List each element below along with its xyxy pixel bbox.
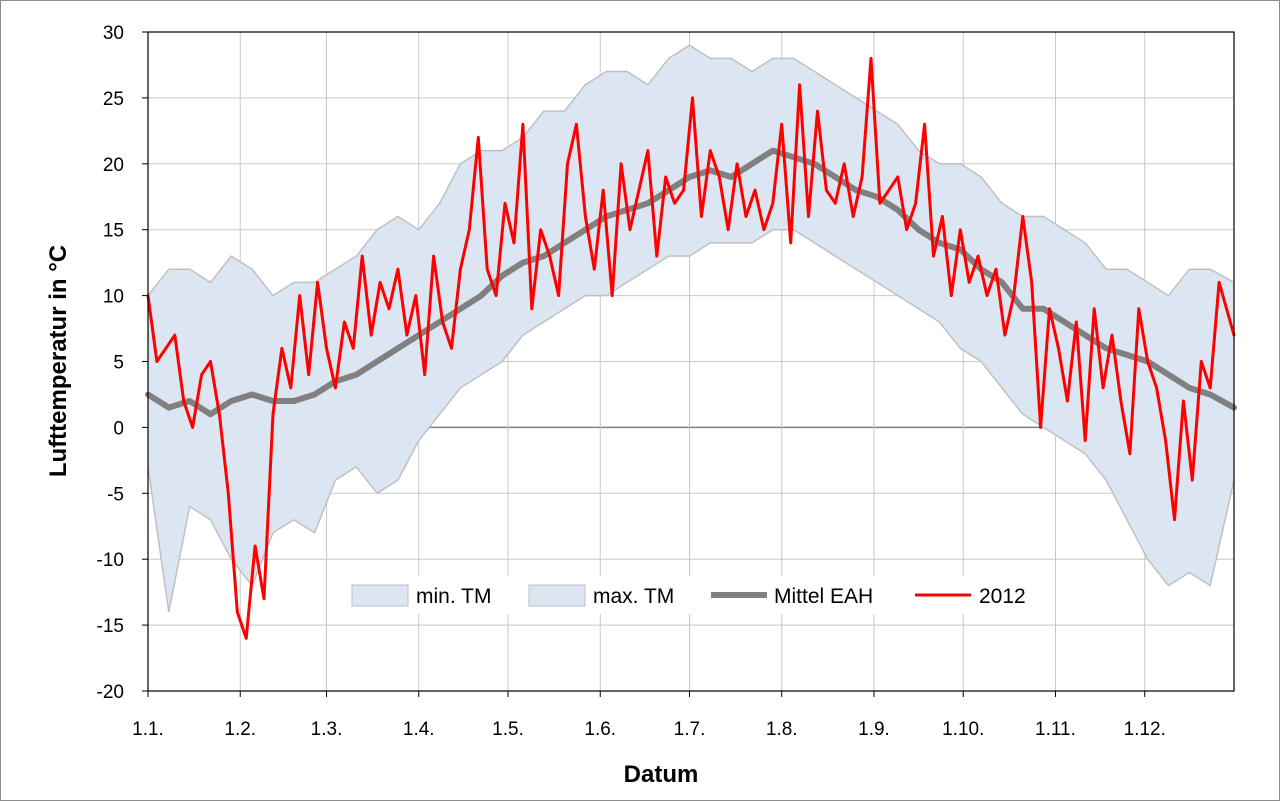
y-tick-label: 20	[103, 155, 124, 176]
x-tick-label: 1.7.	[674, 719, 706, 740]
series-max-tm-edge	[147, 44, 1235, 297]
legend-label-min: min. TM	[416, 585, 491, 608]
y-tick-label: 25	[103, 89, 124, 110]
legend-swatch-max	[528, 584, 586, 607]
line-layer	[145, 56, 1237, 640]
legend-label-max: max. TM	[593, 585, 674, 608]
x-tick-label: 1.12.	[1124, 719, 1166, 740]
x-tick-label: 1.9.	[858, 719, 890, 740]
x-axis-title: Datum	[624, 761, 699, 788]
y-tick-label: -5	[107, 484, 124, 505]
min-max-band	[148, 45, 1234, 612]
x-tick-label: 1.5.	[492, 719, 524, 740]
x-tick-label: 1.11.	[1035, 719, 1076, 740]
legend: min. TM max. TM Mittel EAH 2012	[341, 576, 1041, 614]
y-tick-label: -20	[97, 682, 124, 703]
x-tick-labels: 1.1. 1.2. 1.3. 1.4. 1.5. 1.6. 1.7. 1.8. 1.9. 1.10…	[132, 719, 1166, 740]
y-tick-labels: -20 -15 -10 -5 0 5 10 15 20 25 30	[97, 23, 124, 703]
y-tick-label: 5	[113, 353, 124, 374]
x-tick-label: 1.3.	[311, 719, 343, 740]
x-tick-label: 1.6.	[584, 719, 616, 740]
y-tick-label: -10	[97, 550, 124, 571]
legend-label-2012: 2012	[979, 585, 1026, 608]
legend-swatch-min	[351, 584, 409, 607]
y-tick-label: -15	[97, 616, 124, 637]
series-2012-line	[146, 56, 1236, 640]
plot-border	[147, 31, 1235, 692]
y-tick-label: 30	[103, 23, 124, 44]
x-tick-label: 1.10.	[942, 719, 984, 740]
x-tick-label: 1.2.	[224, 719, 256, 740]
y-axis-title: Lufttemperatur in °C	[45, 245, 72, 477]
y-tick-label: 0	[113, 418, 124, 439]
x-tick-label: 1.4.	[403, 719, 435, 740]
x-tick-label: 1.1.	[132, 719, 164, 740]
legend-label-mean: Mittel EAH	[774, 585, 873, 608]
y-tick-label: 15	[103, 221, 124, 242]
x-tick-label: 1.8.	[766, 719, 798, 740]
series-min-tm-edge	[147, 228, 1235, 613]
y-tick-label: 10	[103, 287, 124, 308]
band-layer	[147, 44, 1235, 613]
